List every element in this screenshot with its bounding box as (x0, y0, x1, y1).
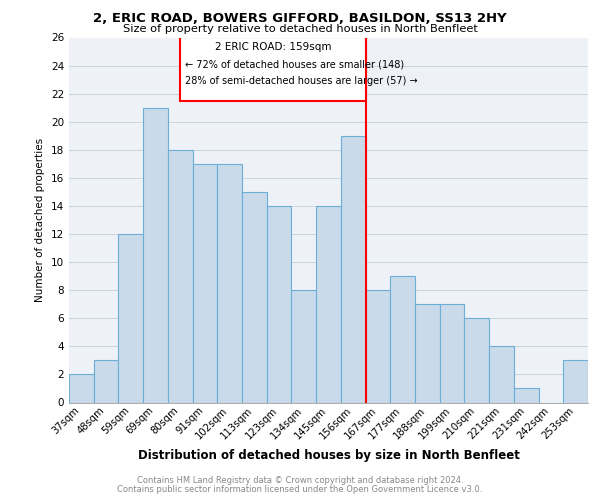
Bar (390, 276, 415, 402)
Bar (440, 304, 464, 402)
Bar (143, 108, 168, 403)
Text: 2 ERIC ROAD: 159sqm: 2 ERIC ROAD: 159sqm (215, 42, 331, 52)
Bar (415, 304, 440, 402)
Text: Contains HM Land Registry data © Crown copyright and database right 2024.: Contains HM Land Registry data © Crown c… (137, 476, 463, 485)
Bar (316, 206, 341, 402)
Bar (180, 38, 365, 100)
Bar (267, 206, 292, 402)
Bar (563, 360, 588, 403)
Text: 2, ERIC ROAD, BOWERS GIFFORD, BASILDON, SS13 2HY: 2, ERIC ROAD, BOWERS GIFFORD, BASILDON, … (93, 12, 507, 26)
Bar (69, 374, 94, 402)
Bar (514, 388, 539, 402)
Bar (365, 290, 390, 403)
Bar (118, 234, 143, 402)
Bar (193, 164, 217, 402)
Bar (292, 290, 316, 403)
Bar (341, 136, 365, 402)
Y-axis label: Number of detached properties: Number of detached properties (35, 138, 46, 302)
Bar (489, 346, 514, 403)
X-axis label: Distribution of detached houses by size in North Benfleet: Distribution of detached houses by size … (137, 449, 520, 462)
Bar (94, 360, 118, 403)
Bar (217, 164, 242, 402)
Text: Contains public sector information licensed under the Open Government Licence v3: Contains public sector information licen… (118, 485, 482, 494)
Text: ← 72% of detached houses are smaller (148): ← 72% of detached houses are smaller (14… (185, 60, 404, 70)
Bar (464, 318, 489, 402)
Text: 28% of semi-detached houses are larger (57) →: 28% of semi-detached houses are larger (… (185, 76, 418, 86)
Text: Size of property relative to detached houses in North Benfleet: Size of property relative to detached ho… (122, 24, 478, 34)
Bar (168, 150, 193, 403)
Bar (242, 192, 267, 402)
